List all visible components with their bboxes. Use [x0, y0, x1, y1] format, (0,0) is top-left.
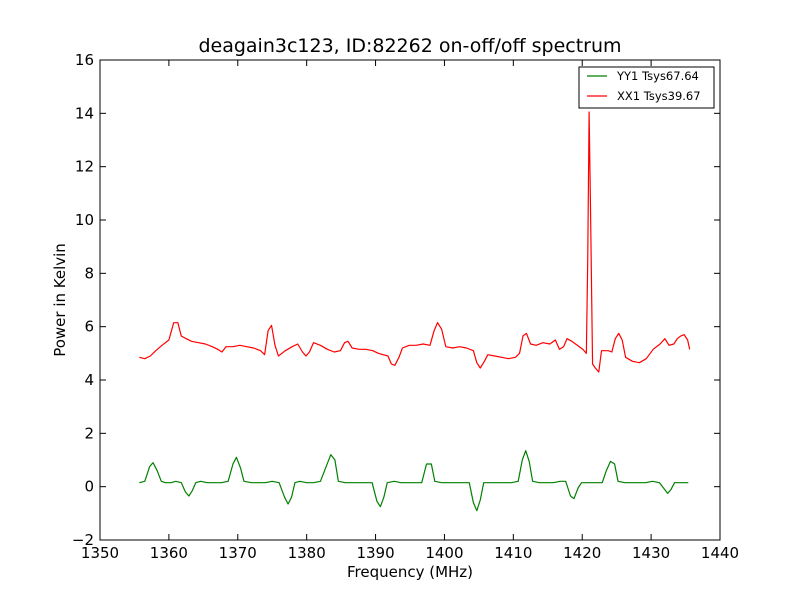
y-tick-label-9: 16 — [75, 51, 94, 69]
y-tick-label-7: 12 — [75, 158, 94, 176]
legend-label-yy1: YY1 Tsys67.64 — [616, 69, 699, 83]
legend-label-xx1: XX1 Tsys39.67 — [617, 89, 701, 103]
y-tick-label-6: 10 — [75, 211, 94, 229]
y-axis-label: Power in Kelvin — [51, 243, 69, 357]
plot-frame — [99, 59, 721, 541]
x-tick-label-2: 1370 — [219, 544, 257, 562]
y-tick-label-0: −2 — [72, 531, 94, 549]
y-tick-label-5: 8 — [84, 264, 94, 282]
x-tick-label-7: 1420 — [563, 544, 601, 562]
legend-box — [578, 66, 715, 109]
x-tick-label-9: 1440 — [701, 544, 739, 562]
x-axis-label: Frequency (MHz) — [347, 563, 473, 581]
series-layer — [139, 111, 691, 512]
y-tick-label-1: 0 — [84, 478, 94, 496]
y-tick-label-2: 2 — [84, 424, 94, 442]
x-tick-label-4: 1390 — [356, 544, 394, 562]
series-line-1 — [139, 111, 691, 373]
chart-title: deagain3c123, ID:82262 on-off/off spectr… — [198, 35, 621, 57]
x-tick-label-0: 1350 — [81, 544, 119, 562]
y-tick-label-3: 4 — [84, 371, 94, 389]
series-line-0 — [139, 450, 689, 512]
x-tick-label-6: 1410 — [494, 544, 532, 562]
x-tick-label-3: 1380 — [288, 544, 326, 562]
y-tick-label-4: 6 — [84, 318, 94, 336]
y-tick-label-8: 14 — [75, 104, 94, 122]
ticks-layer: 1350 1360 1370 1380 1390 1400 1410 1420 1430 1440… — [72, 51, 739, 562]
x-tick-label-5: 1400 — [425, 544, 463, 562]
x-tick-label-1: 1360 — [150, 544, 188, 562]
x-tick-label-8: 1430 — [632, 544, 670, 562]
legend: YY1 Tsys67.64 XX1 Tsys39.67 — [578, 66, 715, 109]
